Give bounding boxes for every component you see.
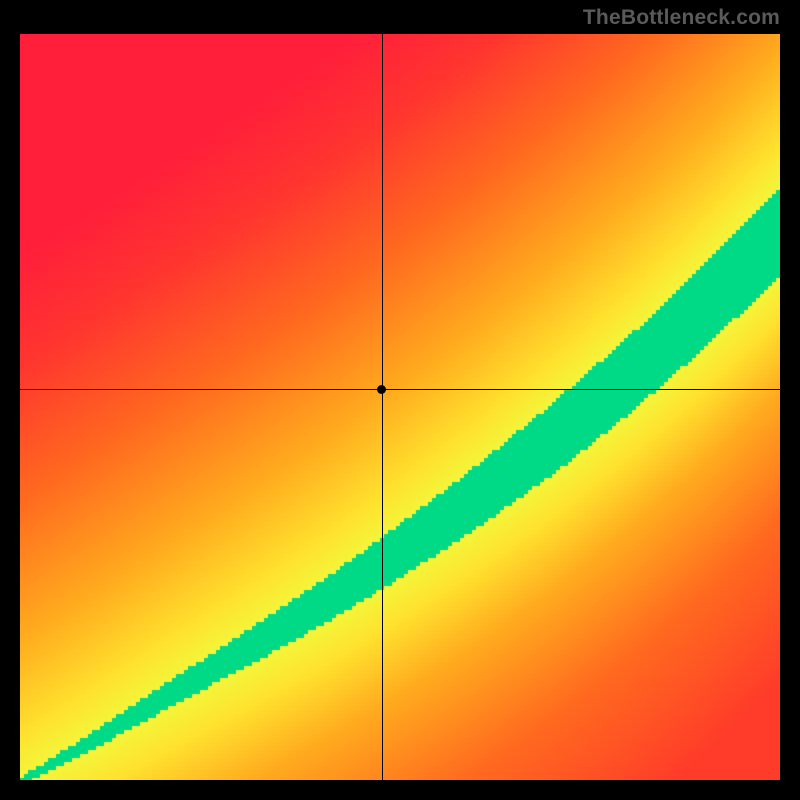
crosshair-vertical bbox=[382, 34, 383, 780]
chart-root: TheBottleneck.com bbox=[0, 0, 800, 800]
watermark-text: TheBottleneck.com bbox=[583, 6, 780, 30]
plot-area bbox=[20, 34, 780, 780]
crosshair-dot bbox=[377, 385, 386, 394]
crosshair-horizontal bbox=[20, 389, 780, 390]
heatmap-canvas bbox=[20, 34, 780, 780]
